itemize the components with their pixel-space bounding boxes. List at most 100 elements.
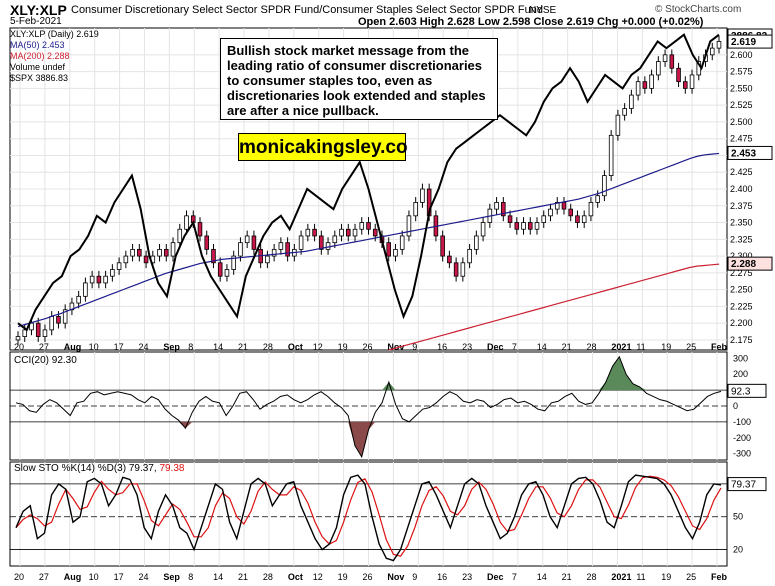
- candle-body: [399, 235, 405, 250]
- x-tick-label-top: 21: [562, 342, 572, 352]
- candle-body: [164, 248, 169, 257]
- x-tick-label-bottom: Aug: [64, 572, 82, 582]
- candle-body: [676, 67, 681, 83]
- x-tick-label-top: 28: [587, 342, 597, 352]
- candle-body: [346, 228, 351, 237]
- x-tick-label-bottom: Feb: [711, 572, 728, 582]
- candle-body: [716, 41, 722, 49]
- legend-spx: $SPX 3886.83: [10, 73, 69, 83]
- candle-body: [56, 316, 61, 324]
- candle-body: [413, 202, 418, 217]
- candle-body: [244, 235, 250, 244]
- x-tick-label-bottom: 12: [313, 572, 323, 582]
- candle-body: [184, 215, 189, 230]
- x-tick-label-top: 23: [462, 342, 472, 352]
- candle-body: [460, 262, 466, 277]
- x-tick-label-bottom: 24: [138, 572, 148, 582]
- ma50-value-label: 2.453: [731, 148, 756, 159]
- x-tick-label-bottom: 28: [263, 572, 273, 582]
- candle-body: [170, 242, 176, 257]
- cci-tick-label: 300: [733, 353, 748, 363]
- candle-body: [285, 242, 290, 257]
- candle-body: [521, 222, 526, 230]
- candle-body: [278, 242, 284, 250]
- x-tick-label-bottom: 21: [238, 572, 248, 582]
- x-tick-label-top: 14: [213, 342, 223, 352]
- ma200-line: [388, 263, 720, 351]
- price-tick-label: 2.475: [730, 134, 753, 144]
- candle-body: [561, 202, 567, 210]
- price-tick-label: 2.350: [730, 218, 753, 228]
- spx-line: [17, 33, 720, 332]
- x-tick-label-top: Feb: [711, 342, 728, 352]
- exchange-label: NYSE: [529, 5, 557, 16]
- candle-body: [480, 222, 486, 237]
- sto-d-line: [15, 475, 722, 557]
- candle-body: [656, 61, 661, 76]
- legend-volume: Volume undef: [10, 62, 66, 72]
- x-tick-label-bottom: 9: [412, 572, 417, 582]
- ma50-value-label-box: [727, 145, 773, 160]
- candle-body: [130, 248, 135, 257]
- candle-body: [534, 222, 540, 230]
- x-tick-label-bottom: 14: [537, 572, 547, 582]
- stockcharts-watermark: © StockCharts.com: [655, 4, 742, 15]
- candle-body: [420, 188, 425, 203]
- candle-body: [575, 215, 580, 223]
- candle-body: [312, 228, 317, 237]
- candle-body: [507, 215, 513, 223]
- x-tick-label-bottom: 21: [562, 572, 572, 582]
- candle-body: [366, 222, 371, 230]
- chart-date: 5-Feb-2021: [10, 16, 62, 27]
- candle-body: [494, 202, 499, 210]
- cci-tick-label: -300: [733, 449, 751, 459]
- candle-body: [42, 329, 48, 337]
- candle-body: [197, 222, 203, 237]
- candle-body: [49, 316, 54, 331]
- x-tick-label-bottom: 7: [512, 572, 517, 582]
- chart-symbol: XLY:XLP: [10, 2, 67, 18]
- sto-title-d: 79.38: [159, 463, 185, 474]
- candle-body: [96, 275, 102, 284]
- candle-body: [386, 242, 391, 257]
- x-tick-label-bottom: 20: [14, 572, 24, 582]
- candle-body: [474, 235, 479, 250]
- candle-body: [89, 275, 95, 284]
- x-tick-label-bottom: 28: [587, 572, 597, 582]
- sto-value-label: 79.37: [731, 480, 756, 491]
- candle-body: [251, 235, 257, 250]
- candle-body: [143, 255, 149, 264]
- candle-body: [649, 74, 654, 89]
- candle-body: [231, 255, 236, 270]
- price-tick-label: 2.225: [730, 301, 753, 311]
- candle-body: [305, 228, 311, 237]
- x-tick-label-bottom: Sep: [163, 572, 180, 582]
- candle-body: [501, 202, 506, 217]
- x-tick-label-top: 17: [114, 342, 124, 352]
- price-tick-label: 2.325: [730, 234, 753, 244]
- website-banner[interactable]: monicakingsley.co: [238, 133, 408, 161]
- x-tick-label-top: 11: [636, 342, 645, 352]
- candle-body: [123, 255, 129, 264]
- candle-body: [15, 336, 21, 341]
- x-tick-label-top: 10: [89, 342, 99, 352]
- chart-description: Consumer Discretionary Select Sector SPD…: [71, 4, 543, 16]
- candle-body: [554, 202, 560, 210]
- candle-body: [447, 255, 452, 264]
- x-tick-label-top: Oct: [288, 342, 303, 352]
- x-tick-label-bottom: 2021: [611, 572, 631, 582]
- price-tick-label: 2.175: [730, 335, 753, 345]
- x-tick-label-top: 26: [363, 342, 373, 352]
- candle-body: [709, 47, 715, 56]
- sto-title: Slow STO %K(14) %D(3) 79.37, 79.38: [14, 463, 184, 474]
- candle-body: [204, 235, 210, 250]
- x-tick-label-bottom: 10: [89, 572, 99, 582]
- x-tick-label-top: Aug: [64, 342, 82, 352]
- x-tick-label-top: 12: [313, 342, 323, 352]
- x-tick-label-top: 16: [437, 342, 447, 352]
- candle-body: [359, 222, 365, 230]
- x-tick-label-top: 19: [338, 342, 348, 352]
- cci-tick-label: 0: [733, 401, 738, 411]
- x-tick-label-bottom: 27: [39, 572, 49, 582]
- x-tick-label-bottom: 11: [636, 572, 645, 582]
